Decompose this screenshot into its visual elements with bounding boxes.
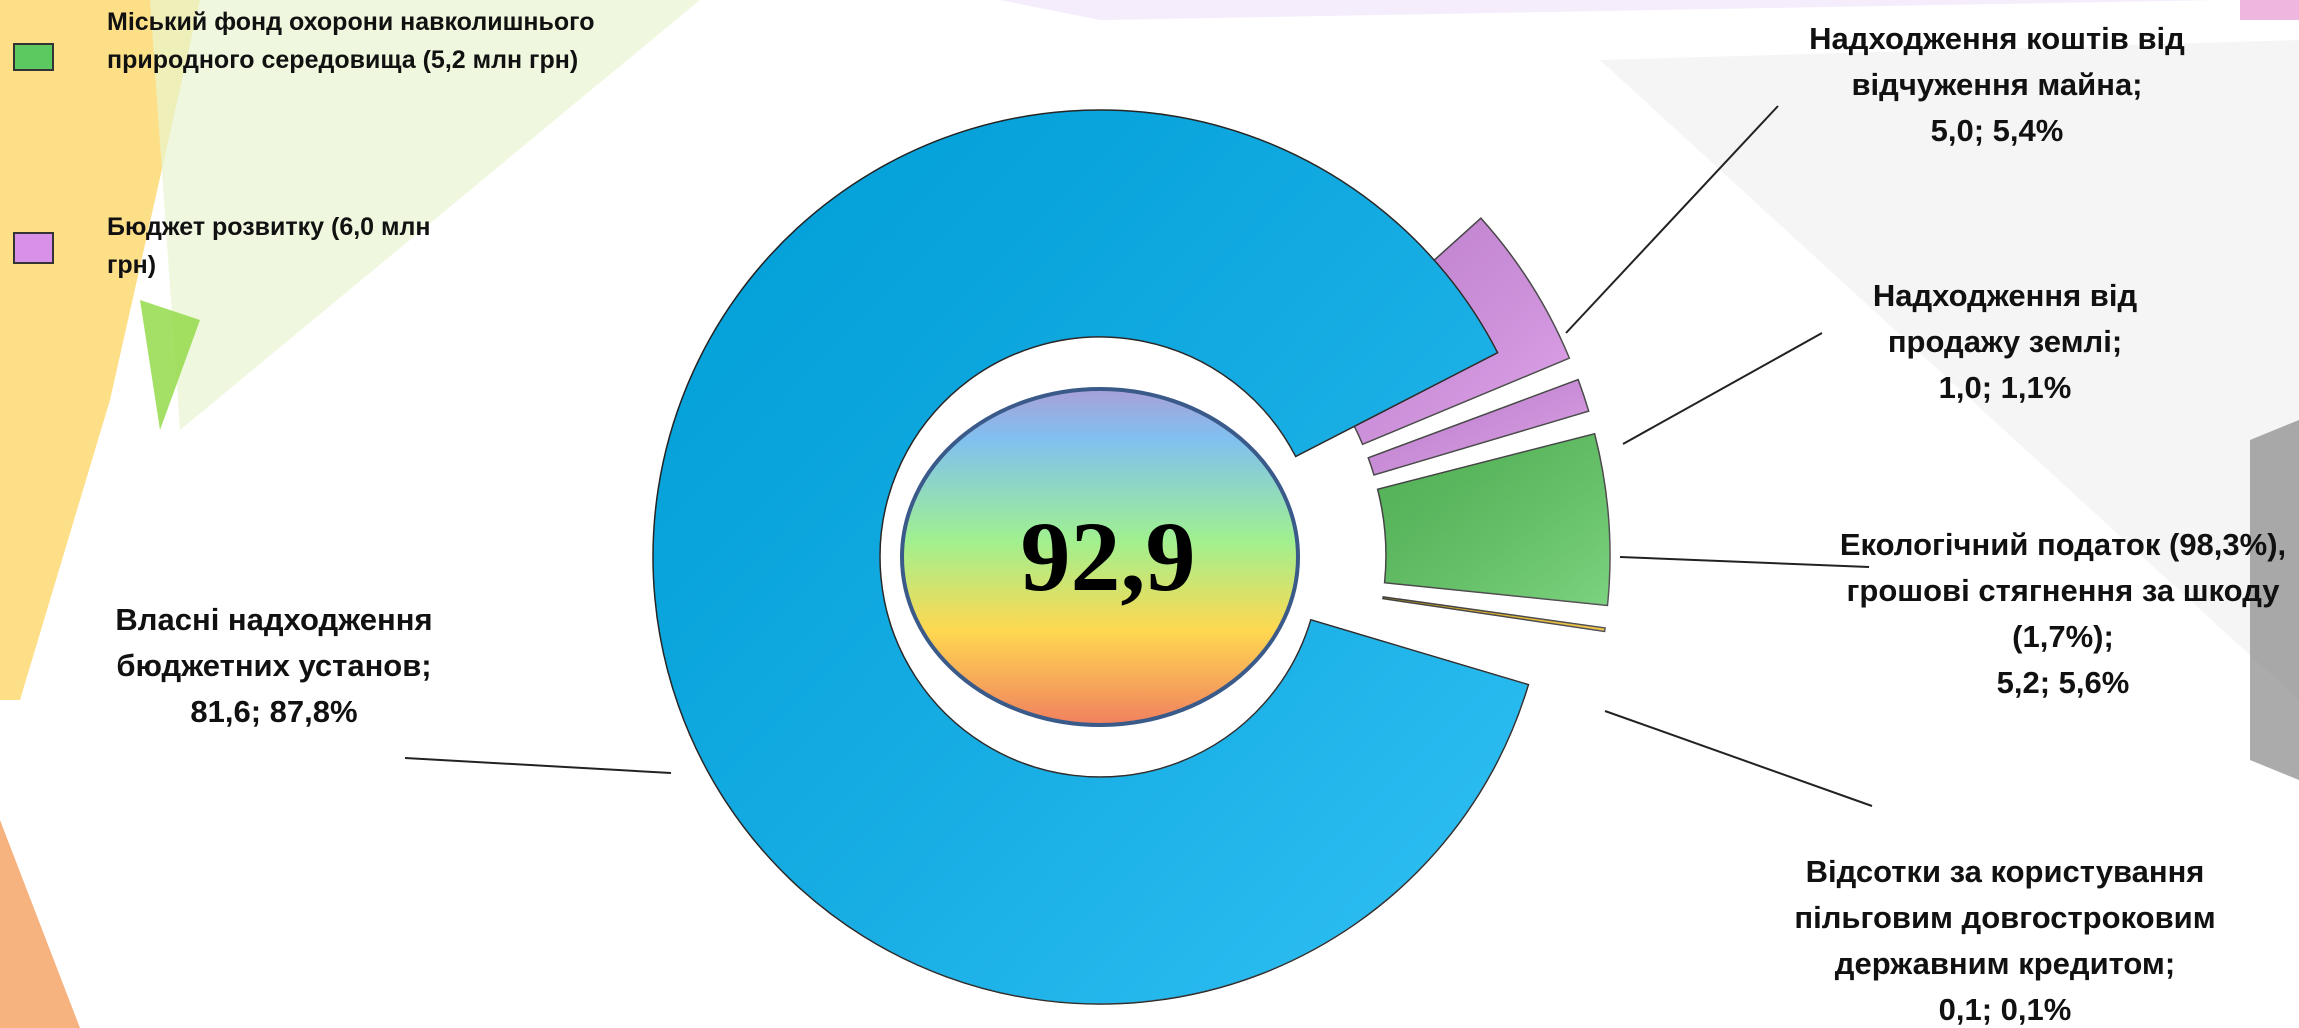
slice-label: Надходження коштів від відчуження майна;…	[1787, 16, 2207, 154]
value-label: 0,1; 0,1%	[1938, 992, 2072, 1027]
value-label: 81,6; 87,8%	[190, 694, 358, 729]
value-label: 1,0; 1,1%	[1938, 370, 2072, 405]
legend-label: Міський фонд охорони навколишнього приро…	[107, 8, 595, 74]
slice-label: Відсотки за користування пільговим довго…	[1770, 849, 2240, 1028]
value-label: 5,2; 5,6%	[1996, 665, 2130, 700]
slices	[652, 109, 1611, 1005]
center-ellipse	[900, 387, 1300, 727]
callout-line	[1619, 556, 1870, 568]
value-label: 5,0; 5,4%	[1930, 113, 2064, 148]
center-label: 92,9	[1021, 501, 1196, 612]
slice-sheen	[1368, 379, 1589, 475]
callout-line	[404, 757, 672, 774]
slice-label: Надходження від продажу землі; 1,0; 1,1%	[1835, 273, 2175, 411]
slice-sheen	[1377, 433, 1610, 606]
category-label: Надходження від продажу землі;	[1872, 278, 2138, 359]
callout-line	[1604, 710, 1873, 807]
slice-sheen	[653, 109, 1529, 1004]
legend-swatch	[13, 232, 54, 264]
callout-line	[1565, 105, 1779, 334]
category-label: Надходження коштів від відчуження майна;	[1809, 21, 2185, 102]
slice-label: Екологічний податок (98,3%), грошові стя…	[1838, 522, 2288, 706]
category-label: Власні надходження бюджетних установ;	[115, 602, 433, 683]
callout-line	[1622, 332, 1823, 445]
legend-swatch	[13, 43, 54, 71]
legend-label: Бюджет розвитку (6,0 млн грн)	[107, 213, 431, 279]
slice-sheen	[1382, 596, 1606, 632]
category-label: Екологічний податок (98,3%), грошові стя…	[1839, 527, 2287, 654]
category-label: Відсотки за користування пільговим довго…	[1794, 854, 2216, 981]
slice-label: Власні надходження бюджетних установ; 81,…	[94, 597, 454, 735]
